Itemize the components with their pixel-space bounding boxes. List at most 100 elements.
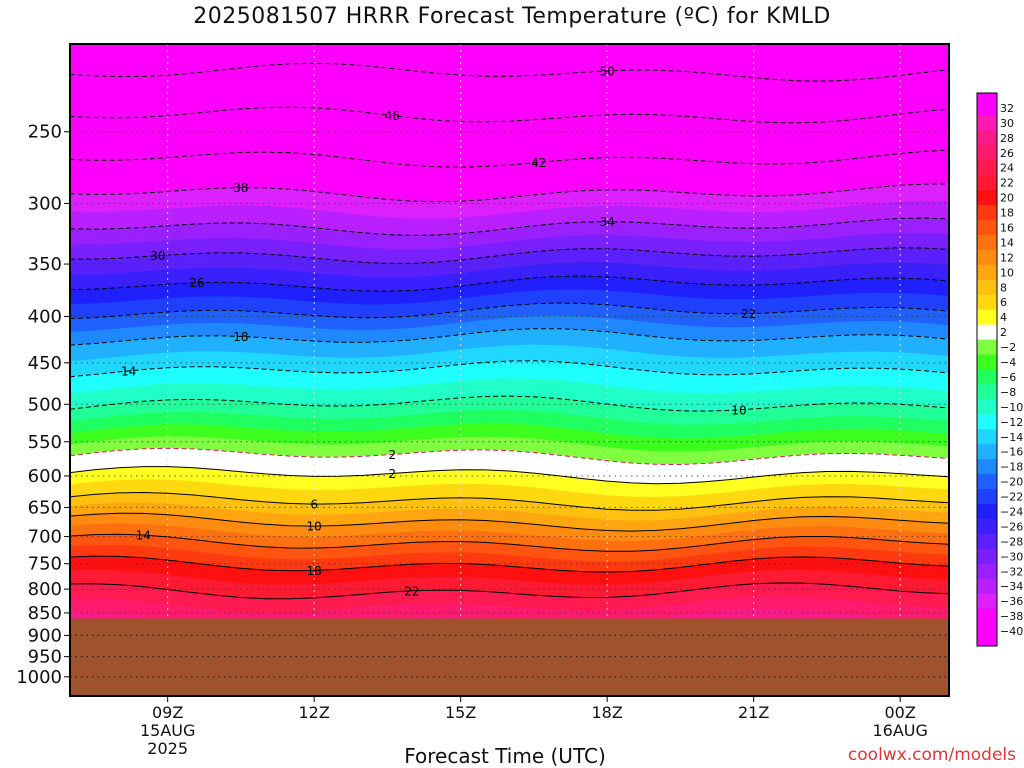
y-tick-label: 400 bbox=[28, 307, 62, 328]
colorbar-label: −36 bbox=[1000, 595, 1023, 608]
contour-label: 10 bbox=[731, 403, 746, 417]
contour-label: 42 bbox=[531, 156, 546, 170]
colorbar-label: 14 bbox=[1000, 236, 1014, 249]
contour-line bbox=[70, 466, 949, 485]
colorbar-swatch bbox=[977, 339, 997, 355]
y-tick-label: 750 bbox=[28, 554, 62, 575]
colorbar-label: −18 bbox=[1000, 461, 1023, 474]
colorbar-swatch bbox=[977, 369, 997, 385]
colorbar-swatch bbox=[977, 474, 997, 490]
plot-frame bbox=[69, 43, 950, 697]
colorbar-label: 18 bbox=[1000, 207, 1014, 220]
y-tick-label: 700 bbox=[28, 527, 62, 548]
x-tick-label: 18Z bbox=[592, 703, 623, 722]
credit-text: coolwx.com/models bbox=[847, 745, 1016, 765]
colorbar-swatch bbox=[977, 578, 997, 595]
colorbar-label: −8 bbox=[1000, 386, 1016, 399]
contour-line bbox=[70, 217, 949, 236]
colorbar-swatch bbox=[977, 444, 997, 460]
contour-line bbox=[70, 275, 949, 292]
contour-label: 38 bbox=[233, 181, 248, 195]
colorbar-swatch bbox=[977, 130, 997, 146]
colorbar-label: 6 bbox=[1000, 296, 1007, 309]
colorbar-swatch bbox=[977, 504, 997, 520]
y-tick-label: 600 bbox=[28, 466, 62, 487]
colorbar-swatch bbox=[977, 608, 997, 624]
contour-line bbox=[70, 395, 949, 412]
ground-grid-lines bbox=[70, 634, 949, 678]
colorbar-swatch bbox=[977, 623, 997, 646]
ground-surface bbox=[70, 618, 949, 696]
y-tick-label: 950 bbox=[28, 647, 62, 668]
contour-line bbox=[70, 149, 949, 168]
colorbar-swatch bbox=[977, 324, 997, 341]
colorbar-swatch bbox=[977, 354, 997, 370]
colorbar-label: −32 bbox=[1000, 565, 1023, 578]
x-tick-label: 15Z bbox=[445, 703, 476, 722]
contour-line bbox=[70, 328, 949, 346]
colorbar-label: −20 bbox=[1000, 476, 1023, 489]
colorbar-label: 32 bbox=[1000, 102, 1014, 115]
colorbar-swatch bbox=[977, 309, 997, 326]
y-tick-label: 1000 bbox=[16, 667, 62, 688]
contour-label: 2 bbox=[388, 448, 396, 462]
colorbar-label: −4 bbox=[1000, 356, 1016, 369]
contour-line bbox=[70, 247, 949, 264]
contour-line bbox=[70, 183, 949, 203]
colorbar-swatch bbox=[977, 220, 997, 236]
contour-label: 10 bbox=[307, 520, 322, 534]
x-tick-label: 16AUG bbox=[872, 721, 927, 740]
colorbar-label: −30 bbox=[1000, 550, 1023, 563]
colorbar-label: 8 bbox=[1000, 281, 1007, 294]
contour-line bbox=[70, 582, 949, 600]
contour-line bbox=[70, 447, 949, 466]
contour-label: 18 bbox=[233, 330, 248, 344]
colorbar-swatch bbox=[977, 548, 997, 565]
contour-line bbox=[70, 302, 949, 320]
y-tick-label: 800 bbox=[28, 579, 62, 600]
contour-line bbox=[70, 360, 949, 378]
colorbar-label: 10 bbox=[1000, 266, 1014, 279]
colorbar-swatch bbox=[977, 294, 997, 311]
colorbar-label: 16 bbox=[1000, 222, 1014, 235]
y-tick-label: 500 bbox=[28, 394, 62, 415]
x-tick-label: 15AUG bbox=[140, 721, 195, 740]
contour-label: 46 bbox=[385, 109, 400, 123]
colorbar-label: −2 bbox=[1000, 341, 1016, 354]
y-axis: 2503003504004505005506006507007508008509… bbox=[16, 122, 70, 688]
colorbar-swatch bbox=[977, 384, 997, 400]
colorbar-swatch bbox=[977, 279, 997, 296]
colorbar-swatch bbox=[977, 190, 997, 206]
contour-label: 34 bbox=[600, 215, 615, 229]
colorbar-label: −34 bbox=[1000, 580, 1023, 593]
contour-label: 22 bbox=[404, 584, 419, 598]
contour-label: 30 bbox=[150, 249, 165, 263]
colorbar-label: −22 bbox=[1000, 491, 1023, 504]
y-tick-label: 850 bbox=[28, 603, 62, 624]
colorbar-swatch bbox=[977, 100, 997, 116]
chart-title: 2025081507 HRRR Forecast Temperature (ºC… bbox=[193, 4, 831, 29]
colorbar-label: −40 bbox=[1000, 625, 1023, 638]
colorbar-swatch bbox=[977, 93, 997, 101]
colorbar-label: 22 bbox=[1000, 177, 1014, 190]
colorbar-swatch bbox=[977, 249, 997, 266]
colorbar-frame bbox=[976, 92, 998, 647]
contour-line bbox=[70, 491, 949, 511]
y-tick-label: 350 bbox=[28, 254, 62, 275]
colorbar-label: −24 bbox=[1000, 505, 1023, 518]
temperature-bands bbox=[70, 44, 949, 696]
x-axis-label: Forecast Time (UTC) bbox=[404, 744, 606, 768]
colorbar-label: −6 bbox=[1000, 371, 1016, 384]
contour-line bbox=[70, 555, 949, 573]
colorbar-swatch bbox=[977, 489, 997, 505]
colorbar-swatch bbox=[977, 593, 997, 610]
contour-line bbox=[70, 512, 949, 532]
contour-line bbox=[70, 533, 949, 552]
contour-label: 18 bbox=[307, 564, 322, 578]
y-tick-label: 250 bbox=[28, 122, 62, 143]
y-tick-label: 300 bbox=[28, 193, 62, 214]
